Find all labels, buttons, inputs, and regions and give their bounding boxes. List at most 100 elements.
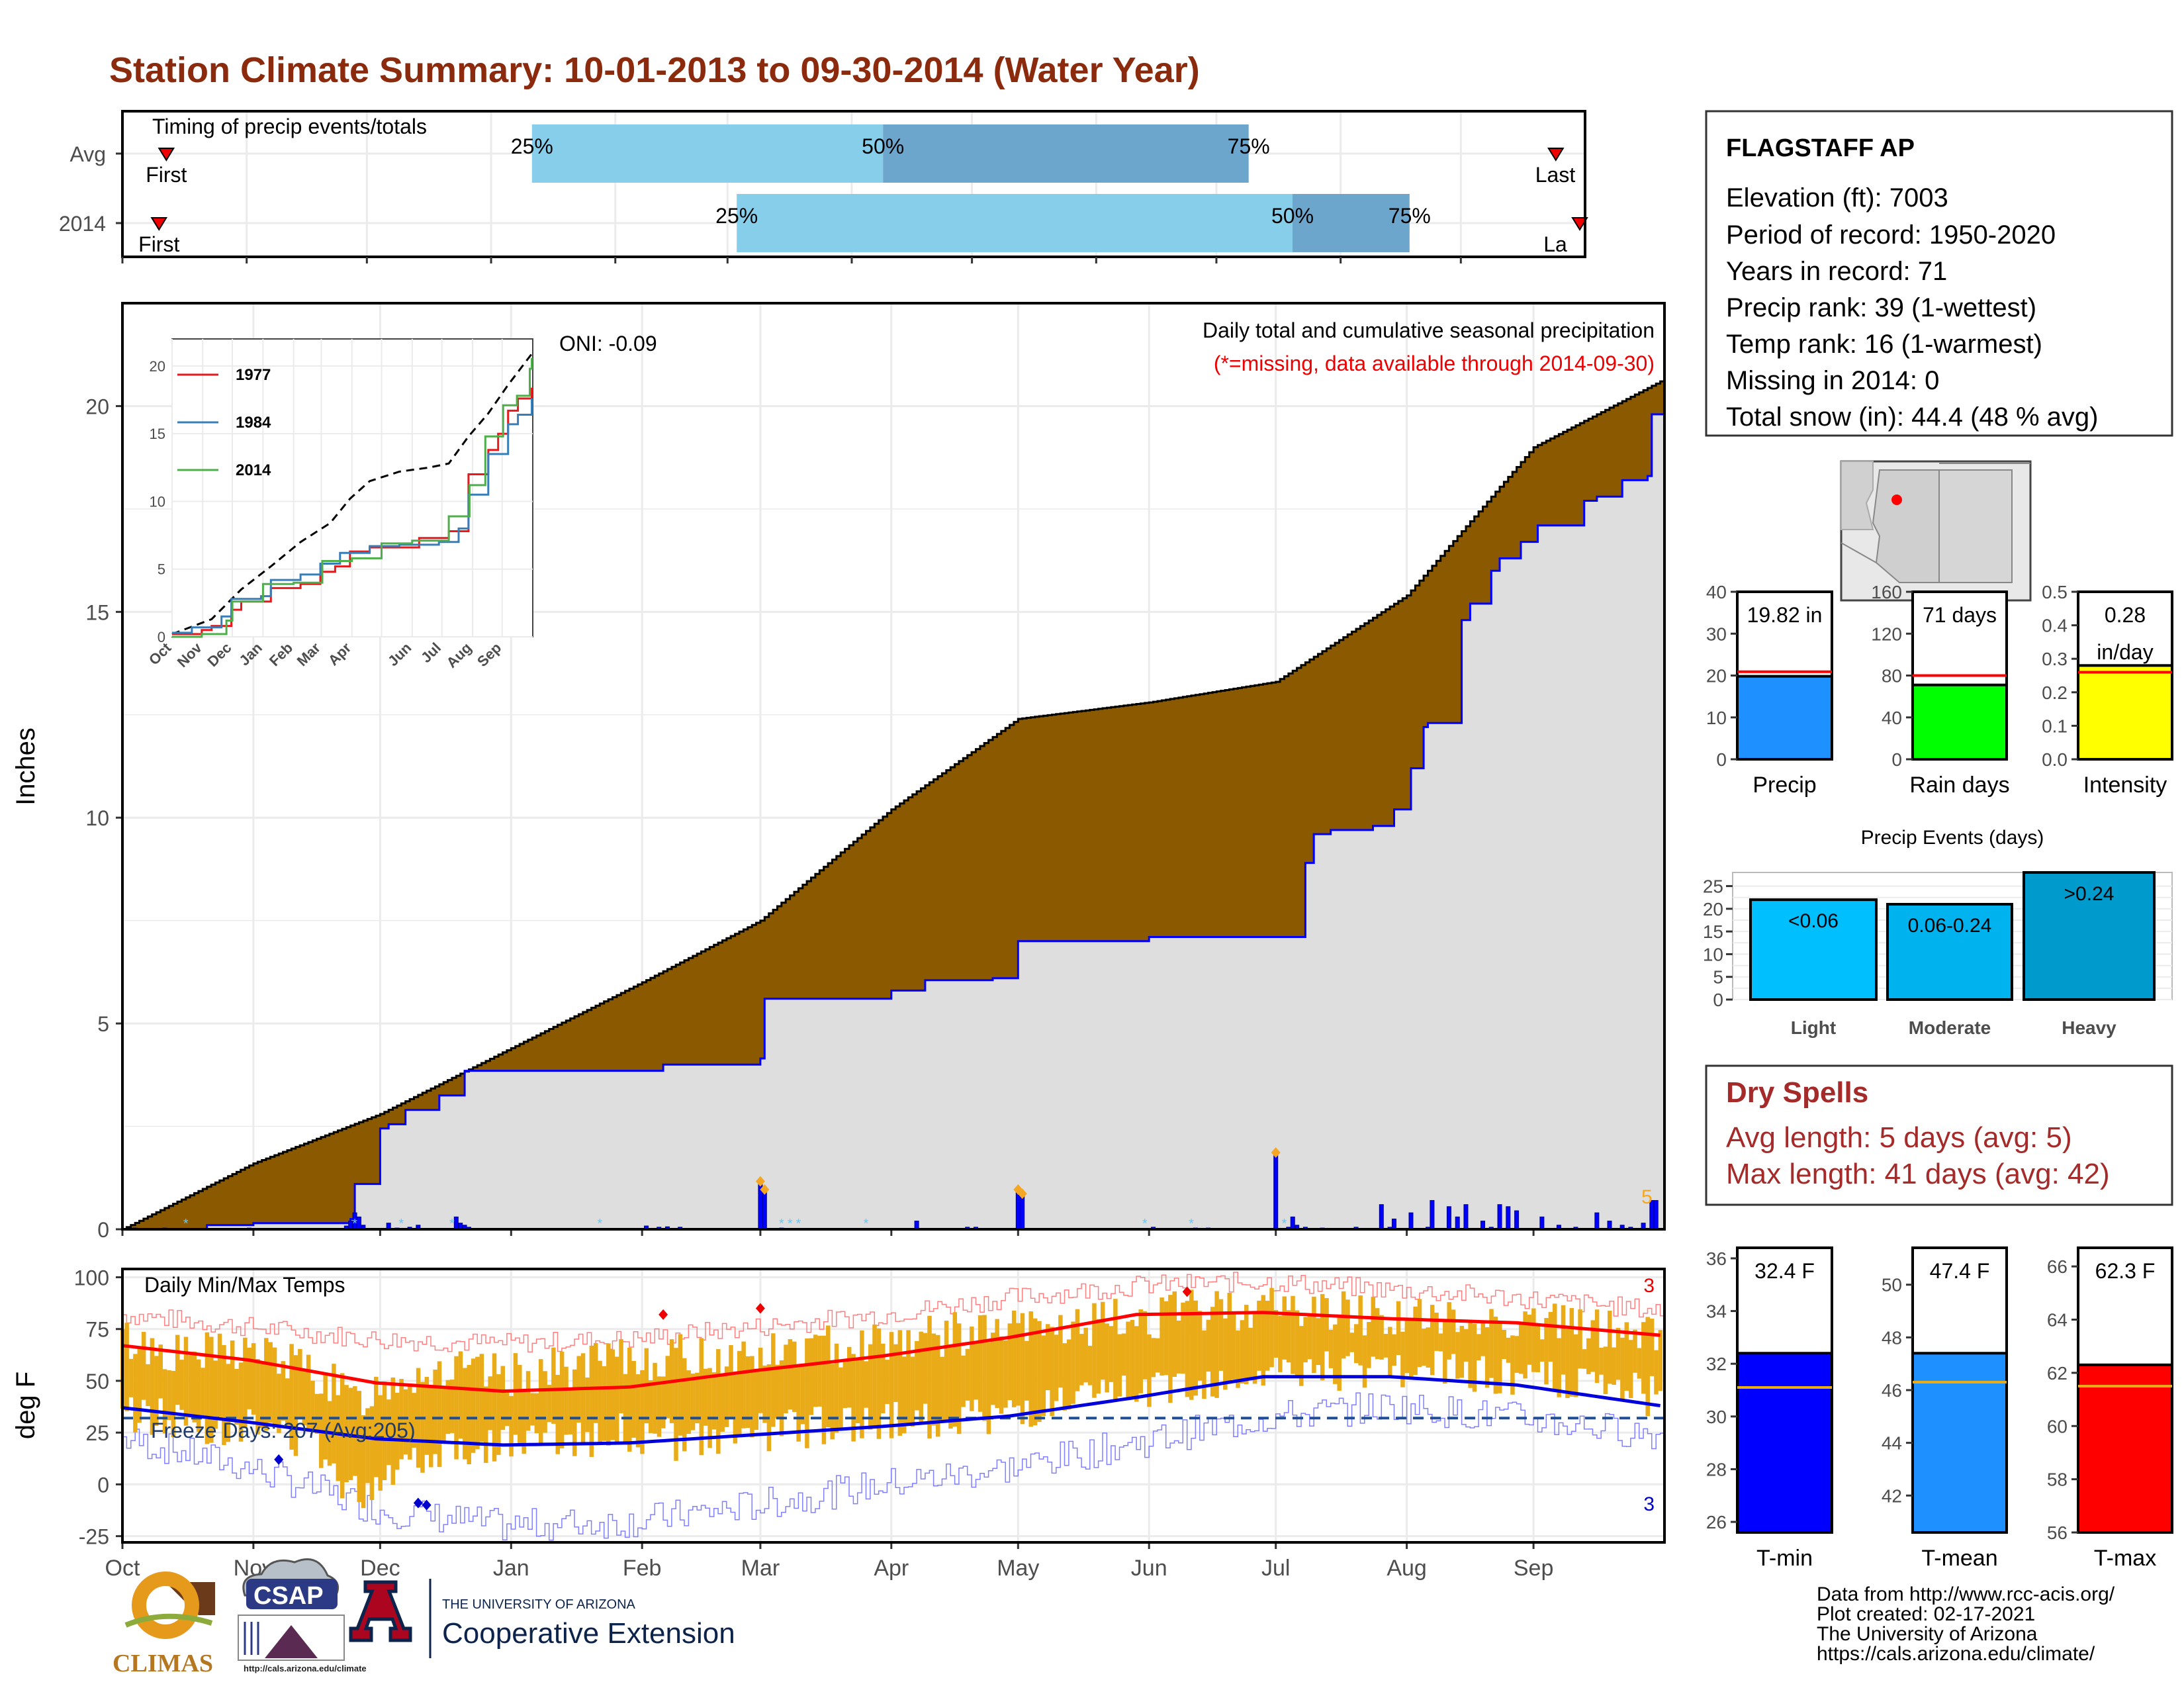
daily-temp-bar bbox=[124, 1323, 129, 1411]
summary-bar-charts: 0 10 20 30 40 19.82 in Precip 0 40 80 120 160 71 day… bbox=[1706, 582, 2173, 798]
daily-temp-bar bbox=[948, 1347, 953, 1429]
temp-y-axis-label: deg F bbox=[11, 1372, 40, 1439]
daily-precip-bar bbox=[1020, 1196, 1025, 1230]
daily-temp-bar bbox=[881, 1343, 886, 1413]
temp-min-y-tick-label: 36 bbox=[1706, 1248, 1727, 1269]
daily-temp-bar bbox=[813, 1335, 818, 1407]
daily-temp-bar bbox=[1206, 1319, 1211, 1372]
intensity-value-label: 0.28 bbox=[2105, 603, 2146, 627]
daily-temp-bar bbox=[585, 1378, 590, 1432]
daily-temp-bar bbox=[272, 1347, 277, 1425]
daily-temp-bar bbox=[1396, 1301, 1401, 1355]
month-axis-label: Jul bbox=[1261, 1556, 1290, 1581]
daily-temp-bar bbox=[653, 1362, 657, 1434]
daily-temp-bar bbox=[1121, 1333, 1126, 1376]
daily-temp-bar bbox=[1265, 1300, 1270, 1371]
daily-temp-bar bbox=[855, 1360, 860, 1424]
precip-y-tick-label: 20 bbox=[85, 395, 109, 418]
station-total-snow: Total snow (in): 44.4 (48 % avg) bbox=[1726, 402, 2098, 432]
daily-temp-bar bbox=[1202, 1330, 1206, 1399]
intensity-y-tick-label: 0.5 bbox=[2042, 582, 2068, 602]
daily-temp-bar bbox=[1147, 1334, 1152, 1407]
daily-temp-bar bbox=[1261, 1295, 1266, 1386]
daily-temp-bar bbox=[1535, 1324, 1540, 1372]
temp-max-bar bbox=[2077, 1363, 2173, 1534]
daily-temp-bar bbox=[1168, 1295, 1173, 1403]
daily-temp-bar bbox=[936, 1335, 940, 1437]
events-bar-moderate bbox=[1886, 903, 2013, 1001]
temp-y-tick-label: 75 bbox=[85, 1318, 109, 1342]
daily-temp-bar bbox=[1438, 1333, 1443, 1352]
station-temp-rank: Temp rank: 16 (1-warmest) bbox=[1726, 330, 2042, 359]
events-bar-label: 0.06-0.24 bbox=[1908, 915, 1992, 937]
precip-chart-title: Daily total and cumulative seasonal prec… bbox=[1203, 318, 1655, 342]
daily-temp-bar bbox=[1236, 1330, 1240, 1388]
month-axis-label: Oct bbox=[105, 1556, 140, 1581]
daily-temp-bar bbox=[551, 1347, 556, 1424]
last-event-label: La bbox=[1543, 232, 1567, 256]
daily-temp-bar bbox=[1231, 1314, 1236, 1380]
daily-temp-bar bbox=[1514, 1336, 1520, 1373]
timing-bar-second-half bbox=[1293, 194, 1410, 252]
daily-precip-bar bbox=[1653, 1199, 1659, 1230]
daily-temp-bar bbox=[952, 1312, 958, 1427]
daily-temp-bar bbox=[1172, 1291, 1177, 1378]
daily-temp-bar bbox=[387, 1399, 391, 1466]
daily-precip-bar bbox=[1514, 1210, 1520, 1230]
daily-temp-bar bbox=[564, 1366, 569, 1435]
snow-marker: * bbox=[788, 1217, 793, 1231]
avg-cumulative-line bbox=[122, 380, 1664, 1231]
daily-precip-bar bbox=[1506, 1206, 1511, 1230]
daily-precip-bar bbox=[1391, 1218, 1396, 1230]
daily-temp-bar bbox=[1561, 1305, 1566, 1375]
daily-temp-bar bbox=[522, 1391, 526, 1454]
location-map bbox=[1840, 460, 2032, 602]
events-bar-light bbox=[1749, 898, 1878, 1001]
record-high-count: 3 bbox=[1643, 1275, 1655, 1297]
daily-temp-bar bbox=[919, 1331, 923, 1422]
daily-temp-bar bbox=[986, 1342, 991, 1434]
daily-temp-bar bbox=[1316, 1318, 1321, 1365]
daily-temp-bar bbox=[1307, 1314, 1312, 1360]
daily-temp-bar bbox=[154, 1356, 159, 1426]
daily-temp-bar bbox=[1654, 1350, 1659, 1395]
daily-temp-bar bbox=[238, 1362, 244, 1442]
temp-min-bar bbox=[1736, 1352, 1833, 1534]
last-event-label: Last bbox=[1535, 163, 1576, 187]
timing-p50-label: 50% bbox=[1271, 204, 1314, 228]
daily-temp-bar bbox=[1388, 1327, 1392, 1378]
daily-temp-bar bbox=[518, 1364, 522, 1446]
precip-total-panel: 0 10 20 30 40 19.82 in Precip bbox=[1706, 582, 1833, 798]
daily-temp-bar bbox=[504, 1393, 510, 1427]
intensity-bar bbox=[2077, 664, 2173, 761]
daily-temp-bar bbox=[1282, 1296, 1287, 1360]
daily-temp-bar bbox=[1544, 1318, 1549, 1385]
temp-y-tick-label: 0 bbox=[97, 1473, 109, 1497]
daily-temp-bar bbox=[1463, 1329, 1469, 1362]
daily-temp-bar bbox=[614, 1356, 619, 1444]
daily-precip-bar bbox=[1446, 1206, 1451, 1230]
daily-temp-bar bbox=[826, 1325, 831, 1428]
daily-temp-bar bbox=[631, 1360, 636, 1438]
station-elevation: Elevation (ft): 7003 bbox=[1726, 183, 1948, 212]
daily-temp-bar bbox=[1163, 1301, 1169, 1376]
daily-temp-bar bbox=[690, 1374, 696, 1430]
daily-temp-bar bbox=[1578, 1309, 1582, 1369]
daily-temp-bar bbox=[1210, 1307, 1215, 1397]
daily-temp-bar bbox=[606, 1343, 611, 1446]
daily-temp-bar bbox=[1105, 1323, 1109, 1393]
daily-temp-bar bbox=[1337, 1315, 1342, 1391]
intensity-panel: 0.0 0.1 0.2 0.3 0.4 0.5 0.28 in/day Intensity bbox=[2042, 582, 2173, 798]
intensity-category-label: Intensity bbox=[2083, 773, 2167, 798]
daily-temp-bar bbox=[1523, 1311, 1527, 1379]
daily-temp-bar bbox=[1430, 1305, 1435, 1376]
daily-temp-bar bbox=[171, 1370, 176, 1438]
temp-min-category-label: T-min bbox=[1756, 1546, 1813, 1571]
daily-temp-bar bbox=[1594, 1309, 1600, 1383]
daily-temp-bar bbox=[302, 1370, 306, 1426]
heavy-event-count: 5 bbox=[1641, 1186, 1653, 1208]
precip-frame bbox=[121, 302, 1666, 1231]
daily-temp-bar bbox=[956, 1323, 962, 1434]
daily-temp-bar bbox=[1007, 1323, 1013, 1401]
record-high-marker bbox=[755, 1303, 765, 1314]
